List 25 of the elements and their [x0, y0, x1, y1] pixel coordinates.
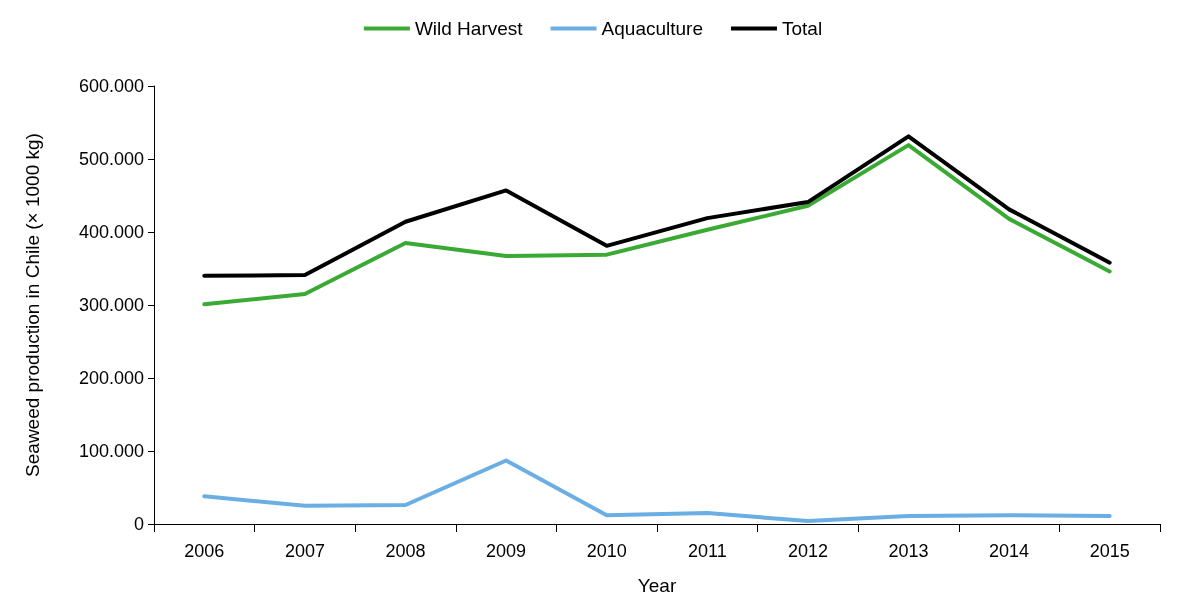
y-tick-label: 0	[133, 514, 144, 534]
y-tick-label: 500.000	[78, 149, 144, 169]
legend-label: Aquaculture	[601, 18, 703, 39]
y-axis-title: Seaweed production in Chile (× 1000 kg)	[22, 133, 43, 477]
legend-label: Wild Harvest	[414, 18, 524, 39]
x-axis-title: Year	[637, 575, 677, 596]
x-tick-label: 2015	[1089, 541, 1130, 561]
x-tick-label: 2006	[184, 541, 225, 561]
y-tick-label: 300.000	[78, 295, 144, 315]
x-tick-label: 2007	[284, 541, 325, 561]
y-tick-label: 600.000	[78, 76, 144, 96]
x-tick-label: 2013	[888, 541, 929, 561]
x-tick-label: 2011	[687, 541, 727, 561]
legend-label: Total	[781, 18, 823, 39]
line-series	[202, 143, 1112, 307]
y-tick-label: 200.000	[78, 368, 144, 388]
x-tick-label: 2009	[486, 541, 527, 561]
x-tick-label: 2012	[787, 541, 828, 561]
line-series	[202, 134, 1112, 278]
y-tick-label: 400.000	[78, 222, 144, 242]
x-tick-label: 2014	[989, 541, 1030, 561]
x-tick-label: 2008	[385, 541, 426, 561]
line-series	[202, 458, 1112, 524]
y-tick-label: 100.000	[78, 441, 144, 461]
x-tick-label: 2010	[586, 541, 627, 561]
